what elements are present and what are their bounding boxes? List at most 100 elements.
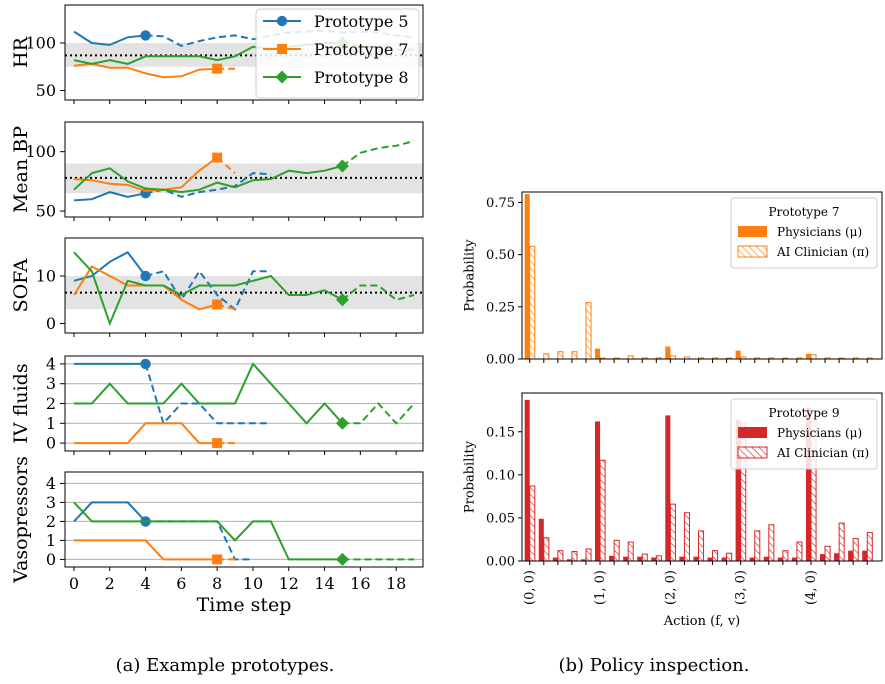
x-axis-label: Action (f, v) <box>663 614 740 629</box>
bar-ai-clinician <box>712 550 719 562</box>
bar-physicians <box>524 194 530 359</box>
x-tick-label: 0 <box>69 574 79 593</box>
bar-ai-clinician <box>529 485 536 562</box>
y-tick-label: 10 <box>36 267 56 286</box>
y-tick-label: 3 <box>46 374 56 393</box>
legend-swatch-ai-clinician <box>737 245 768 258</box>
bar-physicians <box>609 555 615 561</box>
caption-a: (a) Example prototypes. <box>116 655 335 676</box>
y-axis-label: Probability <box>463 440 478 513</box>
series-marker <box>212 63 223 74</box>
panel-prototype-9: 0.00 0.05 0.10 0.15 Probability (0, 0) (1, 0) (… <box>463 392 883 629</box>
x-tick-label: (4, 0) <box>804 570 819 605</box>
caption-b: (b) Policy inspection. <box>559 655 750 676</box>
series-line <box>73 501 343 561</box>
bar-physicians <box>749 557 755 561</box>
series-marker <box>140 358 151 370</box>
x-tick-label: 6 <box>176 574 186 593</box>
bar-ai-clinician <box>599 459 606 562</box>
series-line <box>74 539 218 561</box>
x-tick-label: 16 <box>350 574 370 593</box>
y-axis-label: Probability <box>463 239 478 312</box>
bar-ai-clinician <box>627 541 634 562</box>
axes-frame <box>521 191 883 360</box>
y-tick-label: 2 <box>46 512 56 531</box>
legend-marker <box>275 70 289 84</box>
series-line <box>73 30 146 46</box>
y-axis-label: Mean BP <box>10 126 32 213</box>
bar-physicians <box>651 557 657 561</box>
bar-ai-clinician <box>669 503 676 562</box>
y-tick-label: 0 <box>46 550 56 569</box>
bar-ai-clinician <box>571 351 578 360</box>
bar-physicians <box>665 415 671 561</box>
bar-ai-clinician <box>571 551 578 562</box>
axes-frame <box>521 392 883 562</box>
y-tick-label: 0.00 <box>486 555 515 570</box>
y-tick-label: 4 <box>46 474 56 493</box>
y-tick-label: 3 <box>46 493 56 512</box>
bar-ai-clinician <box>529 245 536 360</box>
bar-physicians <box>735 350 741 359</box>
legend-title: Prototype 9 <box>769 406 840 420</box>
axes-frame <box>64 4 424 101</box>
bar-physicians <box>834 553 840 561</box>
y-tick-label: 1 <box>46 531 56 550</box>
legend-title: Prototype 7 <box>769 205 840 219</box>
y-axis-label: IV fluids <box>10 363 32 443</box>
x-tick-label: 4 <box>140 574 150 593</box>
legend-swatch-physicians <box>738 427 767 438</box>
series-marker <box>212 299 223 310</box>
series-forecast-line <box>145 269 271 311</box>
series-line <box>73 251 343 327</box>
series-line <box>73 156 218 192</box>
series-marker <box>140 270 151 282</box>
legend-label: Prototype 8 <box>314 68 409 87</box>
bar-ai-clinician <box>655 555 662 562</box>
y-tick-label: 4 <box>46 354 56 373</box>
y-tick-label: 0.10 <box>486 468 515 483</box>
series-line <box>73 62 218 79</box>
y-tick-label: 100 <box>25 34 56 53</box>
bar-physicians <box>805 353 811 359</box>
series-forecast-line <box>341 140 415 167</box>
bar-ai-clinician <box>613 539 620 562</box>
bar-ai-clinician <box>824 545 831 562</box>
y-tick-label: 0.00 <box>486 353 515 368</box>
bar-physicians <box>862 550 868 561</box>
bar-physicians <box>665 346 671 359</box>
bar-ai-clinician <box>557 550 564 562</box>
x-tick-label: (1, 0) <box>593 570 608 605</box>
bar-ai-clinician <box>810 354 817 360</box>
legend: Prototype 5 Prototype 7 Prototype 8 <box>255 8 420 99</box>
y-axis-label: SOFA <box>10 258 32 312</box>
bar-ai-clinician <box>543 353 550 360</box>
y-tick-label: 0.15 <box>486 425 515 440</box>
bar-physicians <box>566 559 572 561</box>
x-tick-label: 2 <box>105 574 115 593</box>
y-tick-label: 50 <box>36 202 56 221</box>
legend-label: AI Clinician (π) <box>776 245 869 259</box>
legend-label: Prototype 7 <box>314 40 409 59</box>
series-marker <box>335 552 349 566</box>
bar-physicians <box>819 554 826 561</box>
y-tick-label: 0.25 <box>486 300 515 315</box>
bar-physicians <box>524 399 530 561</box>
bar-physicians <box>848 550 854 561</box>
x-tick-label: 18 <box>386 574 406 593</box>
y-tick-label: 0.50 <box>486 248 515 263</box>
right-panels: 0.00 0.25 0.50 0.75 Probability Prototype 7 Ph… <box>463 191 883 629</box>
series-line <box>74 362 344 425</box>
series-line <box>73 164 343 194</box>
bar-physicians <box>679 556 685 561</box>
bar-ai-clinician <box>866 532 873 562</box>
y-tick-label: 1 <box>46 414 56 433</box>
bar-ai-clinician <box>697 530 705 562</box>
series-marker <box>335 416 349 430</box>
bar-physicians <box>637 556 643 561</box>
axes-frame <box>64 237 424 334</box>
